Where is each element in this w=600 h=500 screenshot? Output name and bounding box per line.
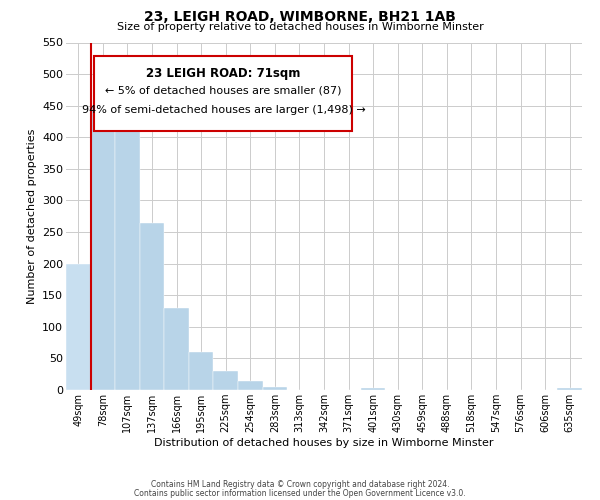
Text: ← 5% of detached houses are smaller (87): ← 5% of detached houses are smaller (87) xyxy=(105,86,341,96)
Bar xyxy=(214,371,238,390)
Text: 23 LEIGH ROAD: 71sqm: 23 LEIGH ROAD: 71sqm xyxy=(146,67,301,80)
X-axis label: Distribution of detached houses by size in Wimborne Minster: Distribution of detached houses by size … xyxy=(154,438,494,448)
Text: Size of property relative to detached houses in Wimborne Minster: Size of property relative to detached ho… xyxy=(116,22,484,32)
Text: Contains HM Land Registry data © Crown copyright and database right 2024.: Contains HM Land Registry data © Crown c… xyxy=(151,480,449,489)
Bar xyxy=(189,352,214,390)
Bar xyxy=(238,380,263,390)
Bar xyxy=(361,388,385,390)
Text: Contains public sector information licensed under the Open Government Licence v3: Contains public sector information licen… xyxy=(134,490,466,498)
Bar xyxy=(115,115,140,390)
Bar xyxy=(164,308,189,390)
Bar xyxy=(263,388,287,390)
Text: 94% of semi-detached houses are larger (1,498) →: 94% of semi-detached houses are larger (… xyxy=(82,105,365,115)
Bar xyxy=(66,264,91,390)
Bar xyxy=(91,106,115,390)
Bar xyxy=(140,222,164,390)
FancyBboxPatch shape xyxy=(94,56,352,131)
Bar xyxy=(557,388,582,390)
Text: 23, LEIGH ROAD, WIMBORNE, BH21 1AB: 23, LEIGH ROAD, WIMBORNE, BH21 1AB xyxy=(144,10,456,24)
Y-axis label: Number of detached properties: Number of detached properties xyxy=(26,128,37,304)
